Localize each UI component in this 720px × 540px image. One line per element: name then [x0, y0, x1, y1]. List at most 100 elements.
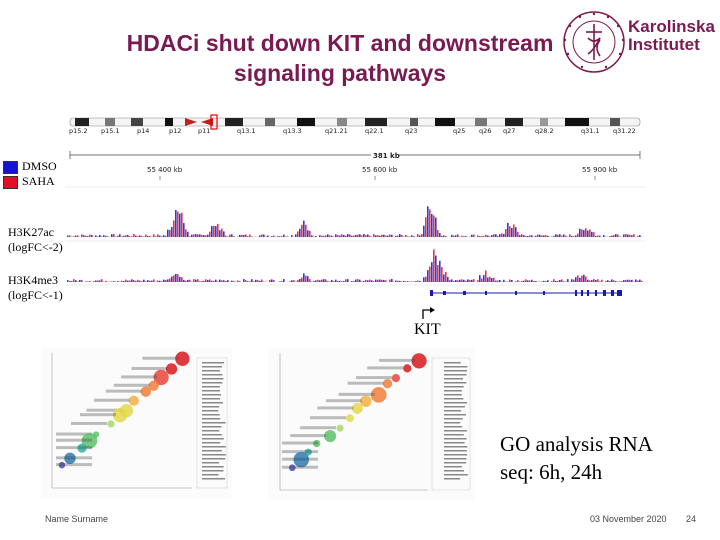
signal-bar — [547, 280, 549, 282]
go-bubble — [165, 363, 178, 375]
signal-bar — [327, 234, 329, 237]
signal-bar — [427, 270, 429, 282]
signal-bar — [239, 281, 241, 282]
go-term-label — [347, 381, 384, 385]
band-label: q25 — [453, 127, 465, 135]
signal-bar — [189, 279, 191, 282]
signal-bar — [255, 279, 257, 282]
signal-bar — [419, 280, 421, 282]
signal-bar — [89, 281, 91, 282]
signal-bar — [385, 235, 387, 237]
signal-bar — [637, 280, 639, 282]
signal-bar — [259, 235, 261, 237]
signal-bar — [249, 234, 251, 237]
signal-bar — [445, 236, 447, 237]
signal-bar — [273, 280, 275, 282]
signal-bar — [391, 279, 393, 282]
signal-bar — [385, 280, 387, 282]
signal-bar — [601, 279, 603, 282]
go-legend-line — [444, 474, 468, 476]
go-bubble — [370, 387, 387, 403]
signal-bar — [609, 280, 611, 282]
signal-bar — [395, 280, 397, 282]
signal-bar — [513, 224, 515, 237]
signal-bar — [581, 275, 583, 282]
signal-bar — [537, 234, 539, 237]
signal-bar — [373, 234, 375, 237]
go-legend-line — [444, 442, 465, 444]
signal-bar — [319, 280, 321, 282]
go-term-label — [56, 446, 92, 450]
signal-bar — [137, 279, 139, 282]
signal-bar — [467, 279, 469, 282]
signal-bar — [485, 234, 487, 237]
go-legend-line — [444, 402, 468, 404]
signal-bar — [633, 234, 635, 237]
go-term-label — [79, 413, 116, 417]
signal-bar — [257, 280, 259, 282]
go-term-label — [317, 406, 354, 410]
signal-bar — [383, 279, 385, 282]
signal-bar — [523, 235, 525, 237]
signal-bar — [283, 279, 285, 282]
signal-bar — [201, 234, 203, 237]
signal-bar — [87, 236, 89, 237]
signal-bar — [381, 234, 383, 237]
go-legend-line — [202, 378, 224, 380]
go-term-label — [105, 389, 142, 393]
signal-bar — [399, 234, 401, 237]
signal-bar — [321, 235, 323, 237]
signal-bar — [305, 224, 307, 237]
signal-bar — [107, 236, 109, 237]
signal-bar — [527, 280, 529, 282]
go-legend-line — [202, 474, 219, 476]
signal-bar — [367, 280, 369, 282]
signal-bar — [399, 280, 401, 282]
signal-bar — [79, 279, 81, 282]
signal-bar — [557, 280, 559, 282]
signal-bar — [603, 235, 605, 237]
legend-swatch-dmso — [3, 161, 18, 174]
signal-bar — [417, 280, 419, 282]
signal-bar — [389, 279, 391, 282]
signal-bar — [137, 236, 139, 237]
signal-bar — [573, 236, 575, 237]
signal-bar — [497, 280, 499, 282]
signal-bar — [421, 234, 423, 237]
signal-bar — [445, 271, 447, 282]
signal-bar — [413, 281, 415, 282]
signal-bar — [543, 280, 545, 282]
signal-bar — [495, 280, 497, 282]
signal-bar — [185, 280, 187, 282]
signal-bar — [493, 234, 495, 237]
signal-bar — [455, 280, 457, 282]
signal-bar — [289, 281, 291, 282]
go-legend-line — [202, 478, 226, 480]
signal-bar — [353, 281, 355, 282]
signal-bar — [147, 280, 149, 282]
signal-bar — [583, 274, 585, 282]
signal-bar — [197, 234, 199, 237]
signal-bar — [453, 280, 455, 282]
legend-label-dmso: DMSO — [22, 159, 57, 173]
signal-bar — [159, 235, 161, 237]
signal-bar — [365, 279, 367, 282]
tss-arrow-icon — [422, 307, 435, 319]
signal-bar — [173, 275, 175, 282]
signal-bar — [343, 234, 345, 237]
signal-bar — [631, 235, 633, 237]
signal-bar — [573, 279, 575, 282]
signal-bar — [375, 279, 377, 282]
signal-bar — [397, 280, 399, 282]
signal-bar — [639, 235, 641, 237]
signal-bar — [575, 277, 577, 282]
go-legend-line — [202, 406, 220, 408]
go-bubble-plot-6h — [42, 348, 232, 498]
signal-bar — [487, 235, 489, 237]
signal-bar — [471, 279, 473, 282]
signal-bar — [215, 279, 217, 282]
signal-bar — [141, 281, 143, 282]
signal-bar — [139, 280, 141, 282]
title-line-1: HDACi shut down KIT and downstream — [126, 30, 554, 56]
signal-bar — [251, 236, 253, 237]
